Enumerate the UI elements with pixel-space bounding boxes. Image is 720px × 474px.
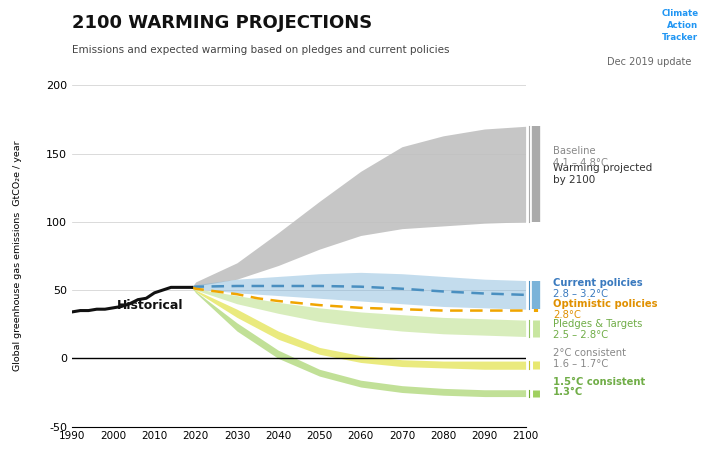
Text: Historical: Historical [117,299,184,311]
Text: Climate
Action
Tracker: Climate Action Tracker [661,9,698,42]
Text: Emissions and expected warming based on pledges and current policies: Emissions and expected warming based on … [72,45,449,55]
Text: Current policies: Current policies [553,278,642,288]
Text: 4.1 – 4.8°C: 4.1 – 4.8°C [553,158,608,168]
Text: 2.8°C: 2.8°C [553,310,581,319]
Text: Pledges & Targets: Pledges & Targets [553,319,642,329]
Text: Warming projected
by 2100: Warming projected by 2100 [553,163,652,185]
Text: 1.3°C: 1.3°C [553,387,583,398]
Text: 2°C consistent: 2°C consistent [553,348,626,358]
Text: Global greenhouse gas emissions  GtCO₂e / year: Global greenhouse gas emissions GtCO₂e /… [13,141,22,371]
Text: 2100 WARMING PROJECTIONS: 2100 WARMING PROJECTIONS [72,14,372,32]
Text: Dec 2019 update: Dec 2019 update [607,57,691,67]
Text: 1.6 – 1.7°C: 1.6 – 1.7°C [553,359,608,369]
Text: 1.5°C consistent: 1.5°C consistent [553,376,645,387]
Text: 2.8 – 3.2°C: 2.8 – 3.2°C [553,289,608,299]
Text: Optimistic policies: Optimistic policies [553,299,657,309]
Text: Baseline: Baseline [553,146,595,156]
Text: 2.5 – 2.8°C: 2.5 – 2.8°C [553,330,608,340]
